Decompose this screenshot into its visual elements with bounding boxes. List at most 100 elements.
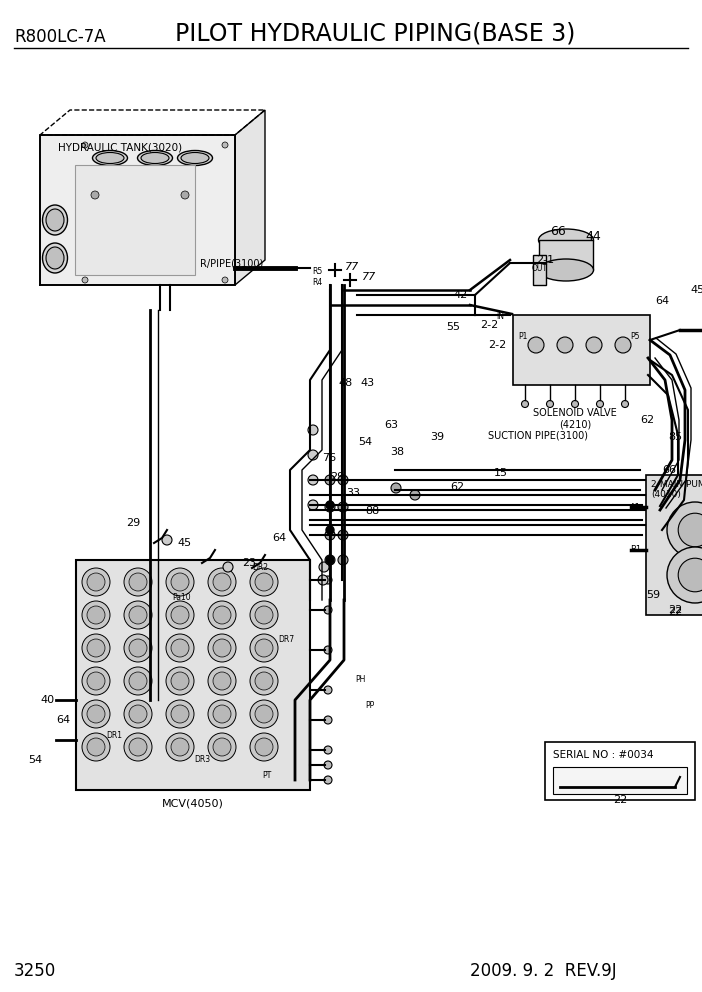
Circle shape (250, 733, 278, 761)
Polygon shape (235, 110, 265, 285)
Circle shape (124, 601, 152, 629)
Text: 38: 38 (390, 447, 404, 457)
Text: DR2: DR2 (252, 562, 268, 571)
Circle shape (87, 573, 105, 591)
Circle shape (91, 191, 99, 199)
Circle shape (213, 738, 231, 756)
Polygon shape (40, 135, 235, 285)
Circle shape (325, 475, 335, 485)
Circle shape (324, 761, 332, 769)
Circle shape (222, 277, 228, 283)
Circle shape (87, 672, 105, 690)
Circle shape (129, 705, 147, 723)
Text: DR1: DR1 (106, 730, 122, 739)
Circle shape (171, 606, 189, 624)
Text: PILOT HYDRAULIC PIPING(BASE 3): PILOT HYDRAULIC PIPING(BASE 3) (175, 22, 576, 46)
Circle shape (171, 705, 189, 723)
Text: 63: 63 (384, 420, 398, 430)
Text: A1: A1 (630, 503, 641, 512)
Circle shape (325, 502, 335, 512)
Text: 39: 39 (430, 432, 444, 442)
Text: 45: 45 (690, 285, 702, 295)
Circle shape (208, 568, 236, 596)
Circle shape (308, 500, 318, 510)
Ellipse shape (138, 151, 173, 166)
Polygon shape (539, 240, 593, 270)
Circle shape (667, 502, 702, 558)
Circle shape (678, 558, 702, 592)
Text: R5: R5 (312, 267, 322, 276)
Text: 22: 22 (668, 607, 682, 617)
Ellipse shape (46, 209, 64, 231)
Text: 62: 62 (640, 415, 654, 425)
Circle shape (124, 700, 152, 728)
Circle shape (338, 555, 348, 565)
Ellipse shape (141, 153, 169, 164)
Text: 2-2: 2-2 (480, 320, 498, 330)
Text: 40: 40 (41, 695, 55, 705)
Ellipse shape (538, 259, 593, 281)
Circle shape (308, 475, 318, 485)
Circle shape (325, 555, 335, 565)
Circle shape (166, 601, 194, 629)
Ellipse shape (93, 151, 128, 166)
Ellipse shape (538, 229, 593, 251)
Polygon shape (553, 767, 687, 794)
Circle shape (208, 733, 236, 761)
Text: OUT: OUT (532, 264, 548, 273)
Circle shape (82, 568, 110, 596)
Circle shape (391, 483, 401, 493)
Circle shape (129, 738, 147, 756)
Circle shape (255, 738, 273, 756)
Circle shape (82, 601, 110, 629)
Circle shape (171, 738, 189, 756)
Circle shape (222, 142, 228, 148)
Circle shape (308, 425, 318, 435)
Text: B1: B1 (630, 546, 641, 555)
Circle shape (308, 450, 318, 460)
Circle shape (522, 401, 529, 408)
Circle shape (528, 337, 544, 353)
Text: 45: 45 (178, 538, 192, 548)
Ellipse shape (178, 151, 213, 166)
Ellipse shape (96, 153, 124, 164)
Circle shape (250, 601, 278, 629)
Text: HYDRAULIC TANK(3020): HYDRAULIC TANK(3020) (58, 142, 182, 152)
Circle shape (667, 547, 702, 603)
Text: 3250: 3250 (14, 962, 56, 980)
Circle shape (571, 401, 578, 408)
Circle shape (87, 639, 105, 657)
Circle shape (615, 337, 631, 353)
Circle shape (326, 526, 334, 534)
Text: IN: IN (496, 312, 504, 321)
Circle shape (213, 606, 231, 624)
Text: SOLENOID VALVE
(4210): SOLENOID VALVE (4210) (533, 408, 617, 430)
Circle shape (324, 716, 332, 724)
Circle shape (87, 705, 105, 723)
Bar (75, 165, 195, 275)
Text: 2-2: 2-2 (488, 340, 506, 350)
Circle shape (82, 667, 110, 695)
Circle shape (162, 535, 172, 545)
Text: R/PIPE(3100): R/PIPE(3100) (200, 258, 263, 268)
Text: PP: PP (365, 700, 374, 709)
Circle shape (129, 573, 147, 591)
Circle shape (171, 639, 189, 657)
Polygon shape (513, 315, 650, 385)
Text: 54: 54 (358, 437, 372, 447)
Circle shape (324, 686, 332, 694)
Circle shape (338, 502, 348, 512)
Text: P1: P1 (518, 332, 527, 341)
Circle shape (319, 562, 329, 572)
Circle shape (129, 606, 147, 624)
Polygon shape (76, 560, 310, 790)
Text: SERIAL NO : #0034: SERIAL NO : #0034 (553, 750, 654, 760)
Circle shape (208, 634, 236, 662)
Text: PT: PT (262, 771, 271, 780)
Circle shape (324, 646, 332, 654)
Text: PH: PH (355, 676, 365, 684)
Text: 85: 85 (668, 432, 682, 442)
Circle shape (324, 776, 332, 784)
Text: 76: 76 (322, 453, 336, 463)
Text: 66: 66 (662, 465, 676, 475)
